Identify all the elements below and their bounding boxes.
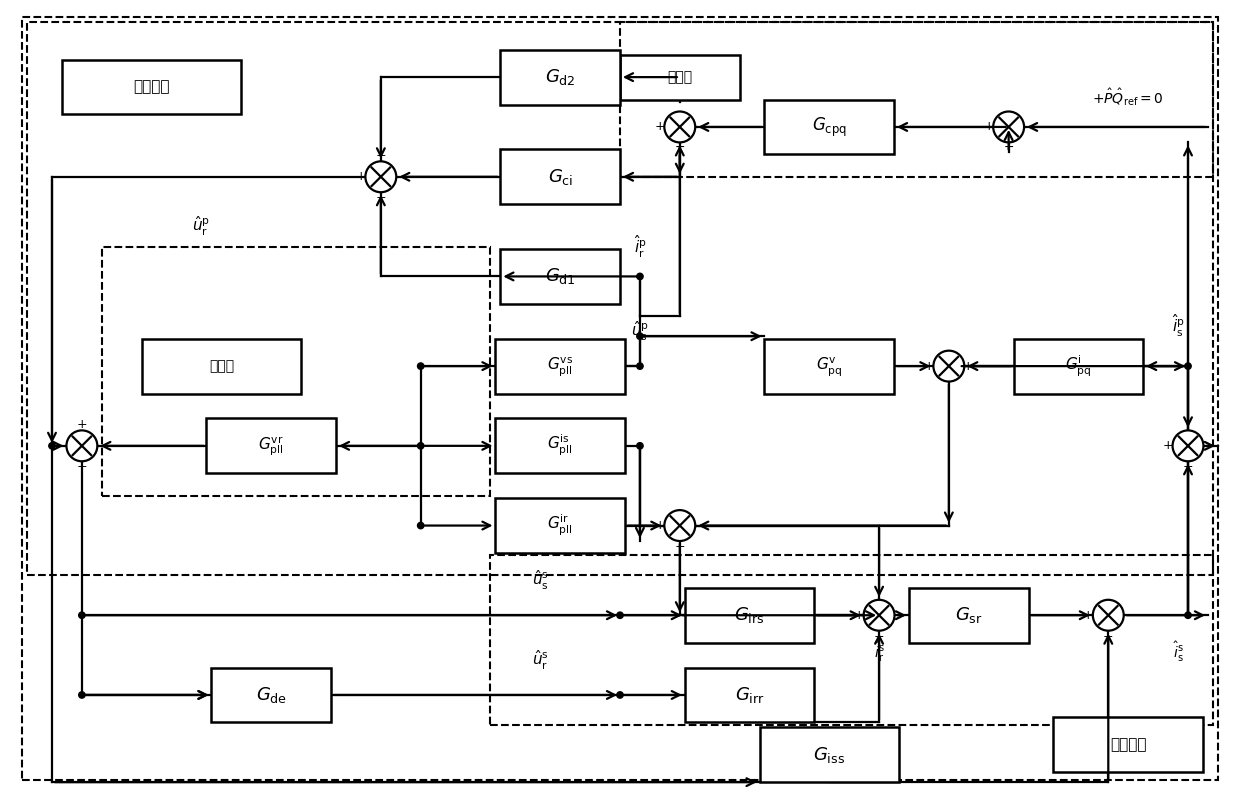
Text: +: + (356, 170, 366, 183)
Circle shape (616, 692, 624, 698)
Text: $G_{\mathrm{d1}}$: $G_{\mathrm{d1}}$ (544, 267, 575, 287)
Bar (620, 55, 739, 100)
Bar (491, 556, 1213, 725)
Text: +: + (77, 419, 87, 431)
Text: $G_{\mathrm{pll}}^{\mathrm{is}}$: $G_{\mathrm{pll}}^{\mathrm{is}}$ (547, 433, 573, 458)
Circle shape (67, 431, 97, 461)
Text: +: + (962, 360, 973, 373)
Text: $G_{\mathrm{irs}}$: $G_{\mathrm{irs}}$ (734, 605, 765, 625)
Text: $G_{\mathrm{pq}}^{\mathrm{i}}$: $G_{\mathrm{pq}}^{\mathrm{i}}$ (1065, 353, 1091, 379)
Circle shape (863, 600, 894, 630)
Text: +: + (874, 630, 884, 642)
Text: $+\hat{P}\hat{Q}_{\mathrm{ref}}=0$: $+\hat{P}\hat{Q}_{\mathrm{ref}}=0$ (1092, 86, 1164, 108)
Bar (684, 587, 815, 642)
Text: $G_{\mathrm{pq}}^{\mathrm{v}}$: $G_{\mathrm{pq}}^{\mathrm{v}}$ (816, 354, 842, 377)
Bar (1013, 339, 1143, 393)
Text: +: + (983, 120, 994, 134)
Text: +: + (675, 540, 686, 553)
Text: 控制系统: 控制系统 (134, 80, 170, 95)
Text: $G_{\mathrm{de}}$: $G_{\mathrm{de}}$ (255, 685, 286, 705)
Circle shape (78, 692, 86, 698)
Text: $G_{\mathrm{pll}}^{\mathrm{vr}}$: $G_{\mathrm{pll}}^{\mathrm{vr}}$ (258, 434, 284, 458)
Text: $\hat{i}_{\mathrm{s}}^{\mathrm{p}}$: $\hat{i}_{\mathrm{s}}^{\mathrm{p}}$ (1172, 313, 1184, 339)
Text: $G_{\mathrm{pll}}^{\mathrm{vs}}$: $G_{\mathrm{pll}}^{\mathrm{vs}}$ (547, 354, 573, 377)
Text: 被控对象: 被控对象 (1110, 737, 1147, 752)
Text: $\hat{i}_{\mathrm{r}}^{\mathrm{p}}$: $\hat{i}_{\mathrm{r}}^{\mathrm{p}}$ (634, 233, 646, 259)
Text: +: + (655, 519, 665, 532)
Bar (141, 339, 301, 393)
Bar (496, 498, 625, 553)
Bar (501, 49, 620, 104)
Bar (765, 100, 894, 154)
Text: +: + (655, 120, 665, 134)
Text: $\hat{i}_{\mathrm{r}}^{\mathrm{s}}$: $\hat{i}_{\mathrm{r}}^{\mathrm{s}}$ (874, 640, 884, 665)
Text: +: + (854, 609, 864, 622)
Circle shape (616, 612, 624, 618)
Text: +: + (77, 460, 87, 474)
Circle shape (48, 443, 55, 449)
Bar (760, 728, 899, 782)
Bar (212, 668, 331, 722)
Circle shape (637, 273, 644, 279)
Circle shape (934, 351, 965, 381)
Bar (501, 249, 620, 304)
Circle shape (1173, 431, 1204, 461)
Text: $\hat{u}_{\mathrm{r}}^{\mathrm{s}}$: $\hat{u}_{\mathrm{r}}^{\mathrm{s}}$ (532, 649, 548, 672)
Text: $G_{\mathrm{cpq}}$: $G_{\mathrm{cpq}}$ (812, 115, 847, 139)
Circle shape (665, 111, 696, 142)
Circle shape (1185, 363, 1192, 369)
Bar (765, 339, 894, 393)
Text: +: + (924, 360, 934, 373)
Bar (909, 587, 1028, 642)
Text: 功率环: 功率环 (667, 70, 692, 84)
Text: +: + (1183, 460, 1193, 474)
Text: +: + (1163, 439, 1173, 452)
Text: $\hat{u}_{\mathrm{r}}^{\mathrm{p}}$: $\hat{u}_{\mathrm{r}}^{\mathrm{p}}$ (192, 215, 211, 238)
Text: $\hat{u}_{\mathrm{s}}^{\mathrm{p}}$: $\hat{u}_{\mathrm{s}}^{\mathrm{p}}$ (631, 319, 649, 343)
Bar (1054, 717, 1203, 772)
Bar (620, 22, 1213, 177)
Text: $G_{\mathrm{pll}}^{\mathrm{ir}}$: $G_{\mathrm{pll}}^{\mathrm{ir}}$ (547, 513, 573, 538)
Bar (102, 247, 491, 496)
Bar (496, 339, 625, 393)
Circle shape (418, 522, 424, 529)
Circle shape (366, 162, 397, 192)
Circle shape (637, 333, 644, 339)
Bar (684, 668, 815, 722)
Circle shape (993, 111, 1024, 142)
Text: +: + (376, 150, 386, 162)
Text: −: − (1003, 142, 1014, 154)
Text: +: + (376, 191, 386, 205)
Bar (501, 150, 620, 205)
Circle shape (1185, 612, 1192, 618)
Circle shape (78, 612, 86, 618)
Text: $G_{\mathrm{irr}}$: $G_{\mathrm{irr}}$ (734, 685, 765, 705)
Text: $G_{\mathrm{d2}}$: $G_{\mathrm{d2}}$ (544, 67, 575, 87)
Circle shape (637, 363, 644, 369)
Text: $G_{\mathrm{iss}}$: $G_{\mathrm{iss}}$ (813, 745, 846, 765)
Text: $G_{\mathrm{ci}}$: $G_{\mathrm{ci}}$ (548, 167, 573, 187)
Circle shape (1092, 600, 1123, 630)
Text: $\hat{u}_{\mathrm{s}}^{\mathrm{s}}$: $\hat{u}_{\mathrm{s}}^{\mathrm{s}}$ (532, 568, 548, 592)
Bar (62, 60, 242, 115)
Circle shape (418, 363, 424, 369)
Text: +: + (1083, 609, 1094, 622)
Bar (496, 419, 625, 474)
Text: $G_{\mathrm{sr}}$: $G_{\mathrm{sr}}$ (955, 605, 982, 625)
Circle shape (665, 510, 696, 541)
Text: −: − (675, 142, 684, 154)
Circle shape (418, 443, 424, 449)
Text: +: + (1102, 630, 1114, 642)
Circle shape (637, 443, 644, 449)
Text: 锁相环: 锁相环 (208, 359, 234, 373)
Bar (27, 22, 1213, 576)
Text: $\hat{i}_{\mathrm{s}}^{\mathrm{s}}$: $\hat{i}_{\mathrm{s}}^{\mathrm{s}}$ (1173, 640, 1183, 665)
Bar (206, 419, 336, 474)
